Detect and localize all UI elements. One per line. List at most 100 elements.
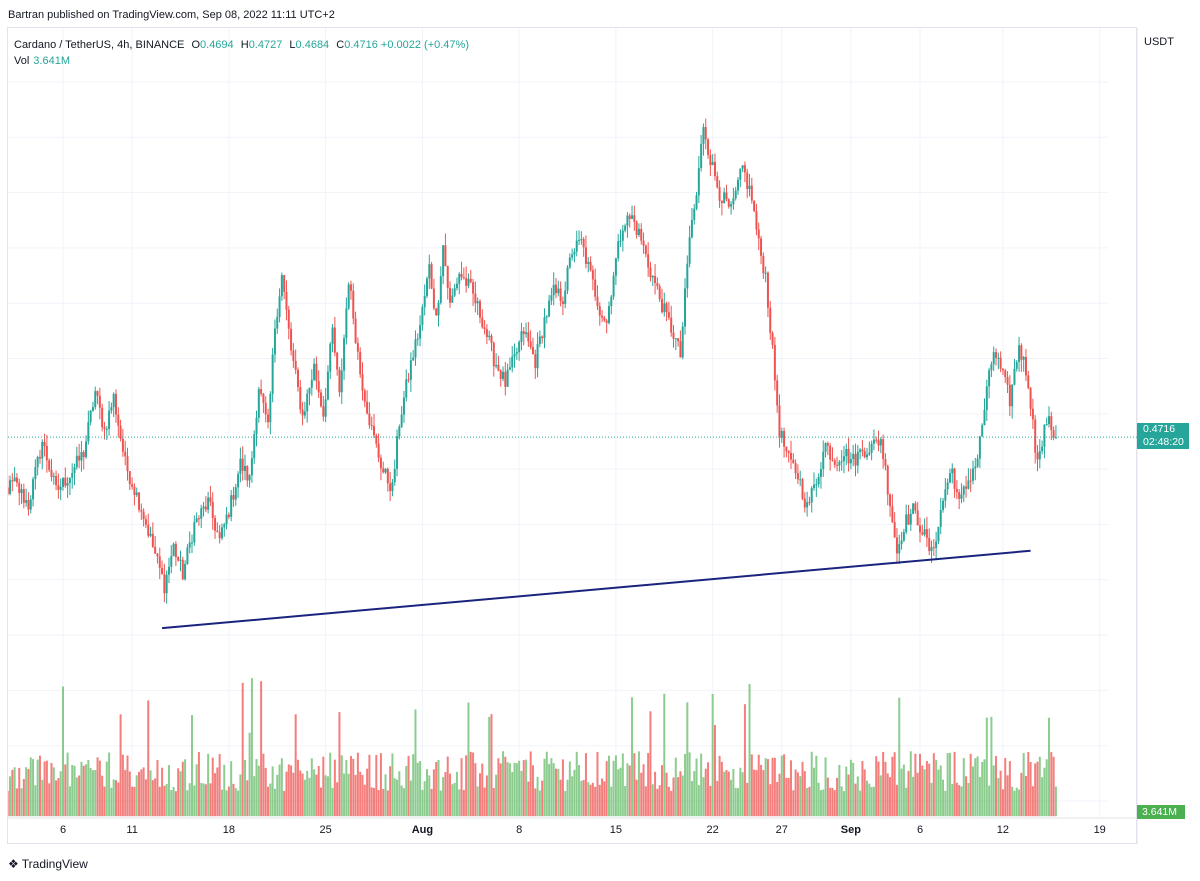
candle-body [386,469,389,484]
candle-body [783,430,786,447]
candle-body [541,336,544,339]
volume-bar [693,771,696,817]
candle-body [651,275,654,278]
volume-bar [75,777,78,817]
change-value: +0.0022 (+0.47%) [380,39,469,51]
symbol-legend[interactable]: Cardano / TetherUS, 4h, BINANCE O0.4694 … [14,37,469,53]
candle-body [665,303,668,313]
volume-bar [863,769,866,817]
candle-body [612,275,615,297]
axis-currency[interactable]: USDT [1144,36,1174,48]
candle-body [1045,424,1048,426]
low-label: L [289,39,296,51]
volume-bar [499,763,502,817]
candle-body [495,364,498,367]
volume-bar [545,751,548,817]
volume-bar [218,754,221,817]
candle-body [755,211,758,230]
candle-body [965,486,968,489]
candle-body [822,451,825,470]
candle-body [345,308,348,339]
volume-legend[interactable]: Vol 3.641M [14,53,70,69]
candle-body [114,393,117,415]
symbol-title[interactable]: Cardano / TetherUS, 4h, BINANCE [14,39,185,51]
volume-bar [988,785,991,817]
volume-bar [108,752,111,817]
volume-bar [723,771,726,817]
candle-body [988,370,991,387]
candle-body [889,494,892,507]
volume-bar [550,758,553,817]
volume-bar [644,786,647,817]
volume-bar [506,762,509,817]
candle-body [531,347,534,355]
candle-body [108,410,111,429]
candle-body [527,332,530,342]
chart-canvas[interactable]: 0.60000.58000.56000.54000.52000.50000.48… [8,28,1138,845]
candle-body [296,369,299,388]
candle-body [504,371,507,387]
candle-body [89,410,92,423]
candle-body [679,341,682,358]
volume-bar [861,761,864,817]
volume-bar [276,774,279,817]
volume-bar [248,732,251,817]
volume-bar [951,783,954,817]
volume-bar [349,755,352,817]
candle-body [128,471,131,485]
candle-body [684,288,687,327]
candle-body [299,387,302,410]
candle-body [1052,430,1055,438]
volume-bar [955,782,958,817]
volume-bar [48,783,51,817]
volume-bar [446,756,449,817]
volume-bar [990,716,993,817]
candle-body [119,425,122,439]
volume-bar [538,790,541,817]
candle-body [580,239,583,241]
volume-bar [965,776,968,817]
open-value: 0.4694 [200,39,234,51]
volume-bar [149,770,152,817]
candle-body [543,317,546,339]
candle-body [243,465,246,471]
candle-body [707,139,710,155]
candle-body [455,283,458,289]
volume-bar [633,753,636,817]
volume-bar [619,767,622,817]
candle-body [536,344,539,369]
brand[interactable]: ❖ TradingView [8,857,88,871]
volume-bar [870,786,873,817]
candle-body [11,480,14,482]
candle-body [552,284,555,296]
volume-bar [211,757,214,817]
volume-bar [68,786,71,817]
candle-body [750,185,753,201]
candle-body [55,476,58,486]
candle-body [833,460,836,465]
candle-body [326,371,329,400]
chart-frame[interactable]: 0.60000.58000.56000.54000.52000.50000.48… [7,27,1138,845]
candle-body [971,468,974,481]
candle-body [985,386,988,410]
candle-body [377,443,380,458]
candle-body [863,451,866,458]
volume-bar [112,779,115,817]
candle-body [94,391,97,408]
volume-bar [884,761,887,817]
volume-bar [38,755,41,817]
volume-bar [124,770,127,817]
volume-bar [833,790,836,817]
volume-bar [483,787,486,817]
candle-body [292,350,295,361]
volume-bar [626,763,629,817]
candle-body [204,506,207,510]
volume-bar [412,754,415,817]
volume-bar [548,763,551,817]
volume-bar [278,764,281,817]
volume-bar [803,771,806,817]
volume-bar [18,767,21,817]
volume-bar [377,790,380,817]
candle-body [877,440,880,446]
candle-body [253,434,256,459]
